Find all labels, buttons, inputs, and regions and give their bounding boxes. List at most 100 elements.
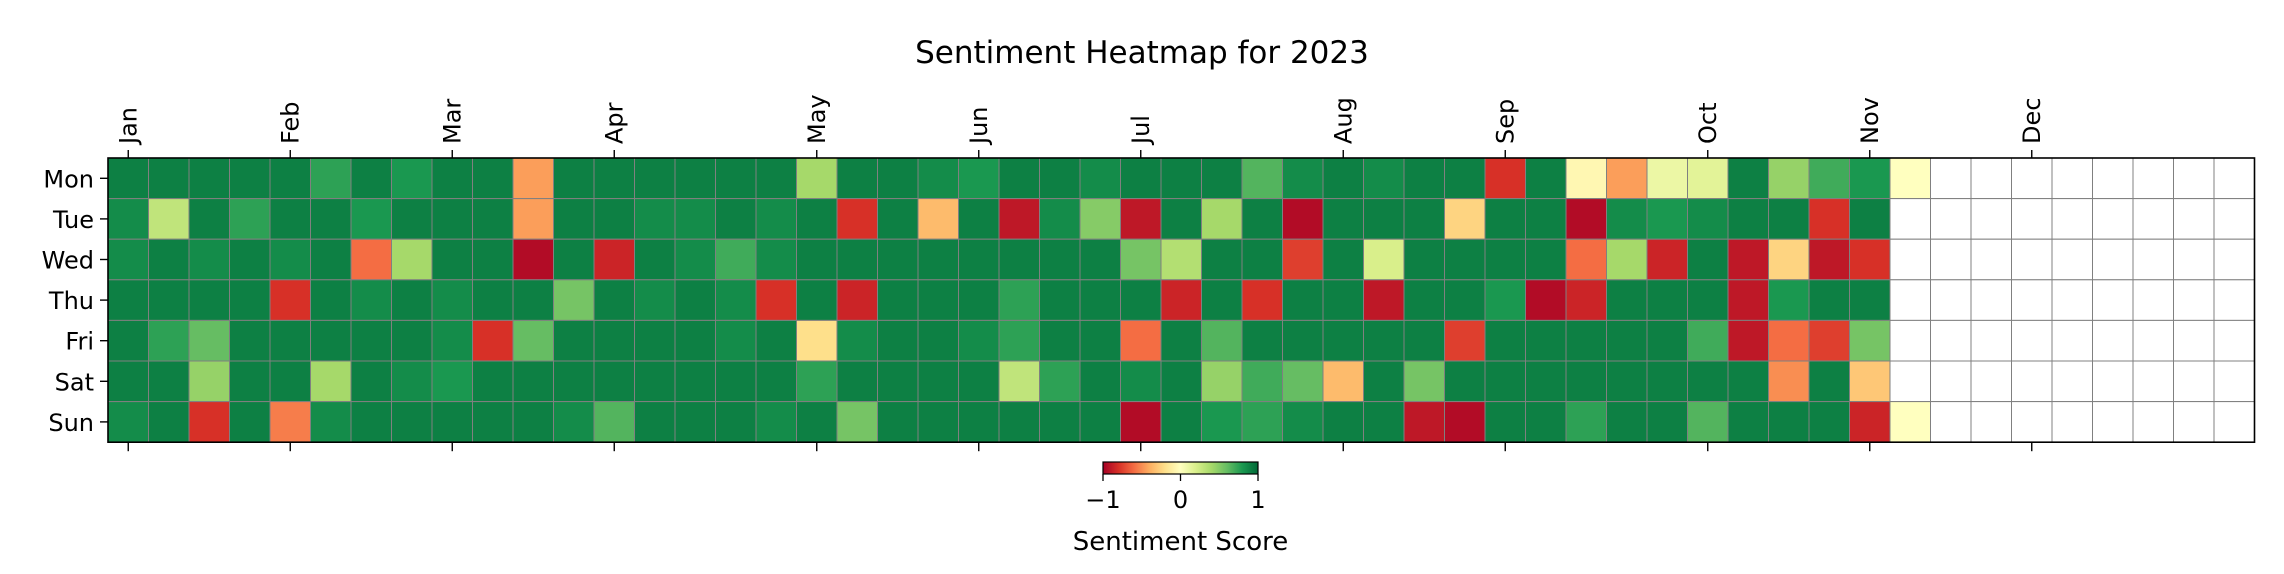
heatmap-cell bbox=[1120, 238, 1162, 281]
heatmap-cell bbox=[1120, 198, 1162, 240]
heatmap-cell bbox=[1322, 157, 1364, 200]
heatmap-cell bbox=[2011, 157, 2053, 200]
heatmap-cell bbox=[1768, 238, 1810, 281]
heatmap-cell bbox=[2092, 279, 2134, 321]
heatmap-cell bbox=[1079, 401, 1121, 443]
heatmap-cell bbox=[796, 198, 838, 240]
heatmap-cell bbox=[472, 198, 514, 240]
heatmap-cell bbox=[1039, 198, 1081, 240]
heatmap-cell bbox=[836, 157, 878, 200]
heatmap-cell bbox=[1565, 198, 1607, 240]
heatmap-cell bbox=[593, 360, 635, 403]
month-label: Aug bbox=[1329, 97, 1357, 144]
heatmap-cell bbox=[796, 238, 838, 281]
heatmap-cell bbox=[1363, 319, 1405, 362]
heatmap-cell bbox=[1970, 198, 2012, 240]
heatmap-cell bbox=[755, 157, 797, 200]
heatmap-cell bbox=[553, 238, 595, 281]
month-label: Apr bbox=[600, 102, 628, 144]
heatmap-cell bbox=[1889, 238, 1931, 281]
heatmap-cell bbox=[958, 279, 1000, 321]
month-label: Dec bbox=[2018, 98, 2046, 144]
heatmap-cell bbox=[958, 360, 1000, 403]
heatmap-cell bbox=[2213, 360, 2255, 403]
heatmap-cell bbox=[1363, 401, 1405, 443]
heatmap-cell bbox=[472, 238, 514, 281]
heatmap-cell bbox=[391, 198, 433, 240]
heatmap-cell bbox=[1363, 279, 1405, 321]
heatmap-cell bbox=[1160, 238, 1202, 281]
heatmap-cell bbox=[1241, 401, 1283, 443]
heatmap-cell bbox=[1039, 238, 1081, 281]
heatmap-cell bbox=[1849, 279, 1891, 321]
heatmap-cell bbox=[1930, 238, 1972, 281]
heatmap-cell bbox=[1241, 198, 1283, 240]
heatmap-cell bbox=[998, 279, 1040, 321]
colorbar-ticks: −1 0 1 bbox=[1085, 474, 1266, 514]
heatmap-cell bbox=[2011, 198, 2053, 240]
heatmap-cell bbox=[1201, 198, 1243, 240]
heatmap-cell bbox=[1444, 401, 1486, 443]
heatmap-cell bbox=[350, 238, 392, 281]
heatmap-cell bbox=[148, 279, 190, 321]
heatmap-cell bbox=[1403, 157, 1445, 200]
heatmap-cell bbox=[836, 238, 878, 281]
heatmap-cell bbox=[391, 360, 433, 403]
heatmap-cell bbox=[593, 279, 635, 321]
heatmap-cell bbox=[958, 198, 1000, 240]
heatmap-cell bbox=[472, 319, 514, 362]
heatmap-cell bbox=[1363, 360, 1405, 403]
heatmap-cell bbox=[1484, 198, 1526, 240]
heatmap-cell bbox=[593, 319, 635, 362]
heatmap-cell bbox=[1606, 198, 1648, 240]
heatmap-cell bbox=[1727, 157, 1769, 200]
heatmap-cell bbox=[1889, 157, 1931, 200]
heatmap-cell bbox=[836, 198, 878, 240]
heatmap-cell bbox=[1201, 360, 1243, 403]
heatmap-cell bbox=[229, 198, 271, 240]
heatmap-cell bbox=[229, 238, 271, 281]
heatmap-cell bbox=[1768, 198, 1810, 240]
heatmap-cell bbox=[2173, 360, 2215, 403]
heatmap-cell bbox=[1322, 238, 1364, 281]
heatmap-cell bbox=[1727, 360, 1769, 403]
heatmap-cell bbox=[796, 360, 838, 403]
heatmap-cell bbox=[796, 319, 838, 362]
chart-title: Sentiment Heatmap for 2023 bbox=[915, 35, 1369, 71]
heatmap-cell bbox=[1363, 157, 1405, 200]
heatmap-cell bbox=[188, 360, 230, 403]
heatmap-cell bbox=[391, 279, 433, 321]
heatmap-cell bbox=[1768, 401, 1810, 443]
heatmap-cell bbox=[1646, 360, 1688, 403]
heatmap-cell bbox=[1727, 319, 1769, 362]
heatmap-cell bbox=[715, 319, 757, 362]
heatmap-cell bbox=[634, 238, 676, 281]
heatmap-cell bbox=[1282, 238, 1324, 281]
heatmap-cell bbox=[2092, 360, 2134, 403]
heatmap-cell bbox=[634, 360, 676, 403]
heatmap-cell bbox=[1525, 401, 1567, 443]
heatmap-cell bbox=[472, 279, 514, 321]
heatmap-cell bbox=[107, 157, 149, 200]
heatmap-cell bbox=[1606, 279, 1648, 321]
heatmap-cell bbox=[512, 319, 554, 362]
day-label: Thu bbox=[48, 287, 94, 315]
heatmap-cell bbox=[188, 198, 230, 240]
heatmap-cell bbox=[431, 279, 473, 321]
heatmap-cell bbox=[2173, 319, 2215, 362]
heatmap-cell bbox=[553, 319, 595, 362]
heatmap-cell bbox=[1768, 279, 1810, 321]
heatmap-cell bbox=[1484, 279, 1526, 321]
heatmap-cell bbox=[796, 157, 838, 200]
heatmap-cell bbox=[431, 319, 473, 362]
heatmap-cell bbox=[472, 401, 514, 443]
heatmap-cell bbox=[1363, 238, 1405, 281]
heatmap-cell bbox=[1606, 319, 1648, 362]
heatmap-cell bbox=[1606, 238, 1648, 281]
heatmap-cell bbox=[998, 360, 1040, 403]
heatmap-cell bbox=[1120, 319, 1162, 362]
heatmap-cell bbox=[2132, 157, 2174, 200]
heatmap-cell bbox=[2011, 279, 2053, 321]
heatmap-cell bbox=[310, 157, 352, 200]
colorbar-label: Sentiment Score bbox=[1073, 527, 1288, 557]
